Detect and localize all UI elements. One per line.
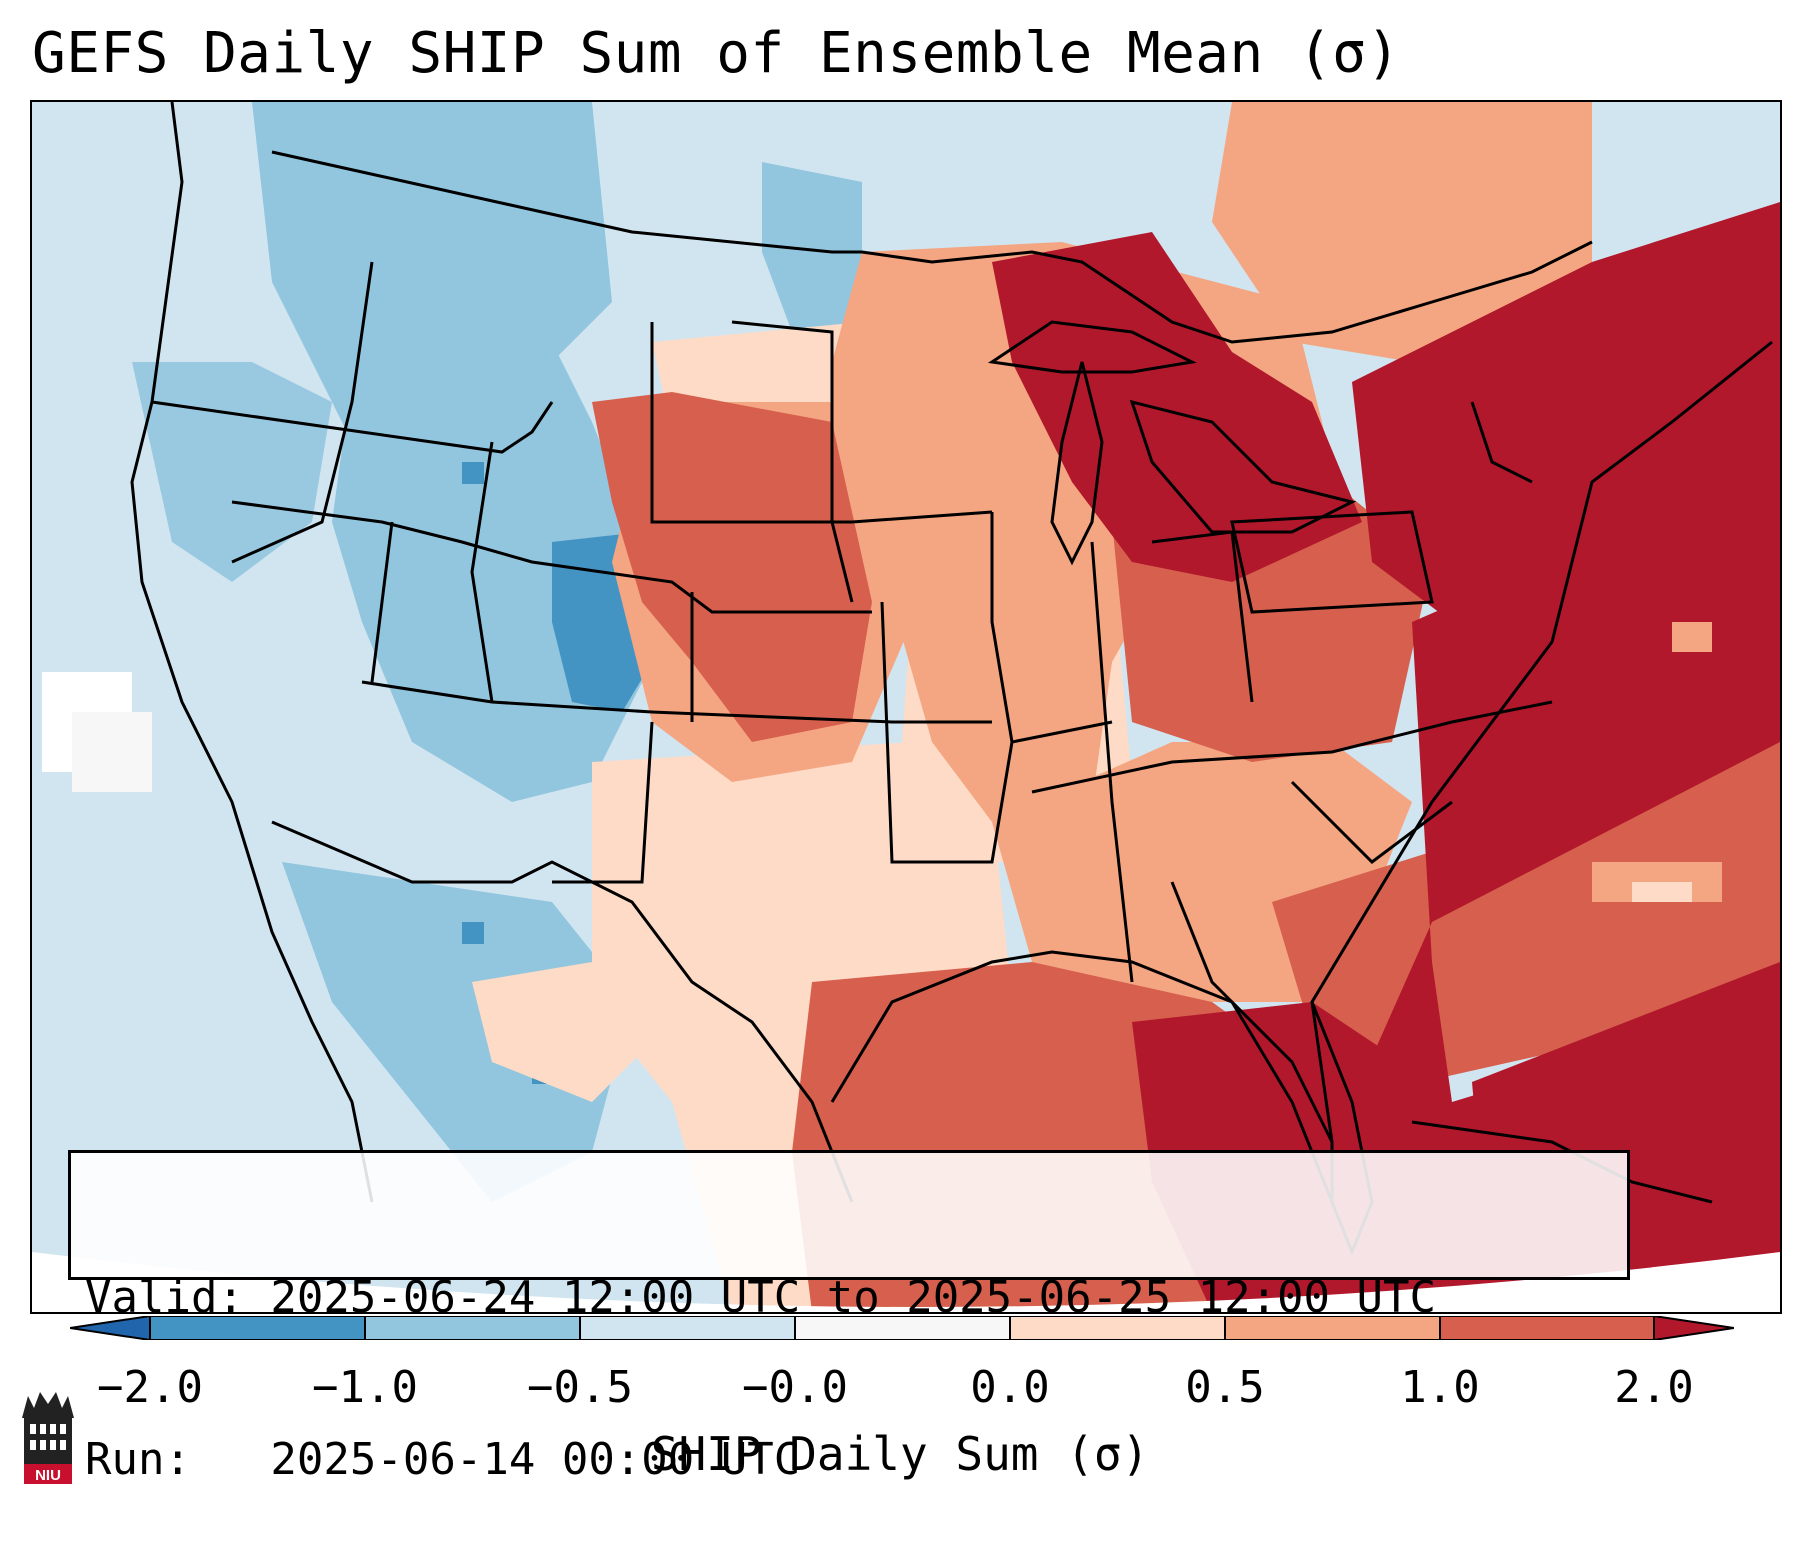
pacific-region [32, 102, 332, 1312]
svg-text:NIU: NIU [35, 1467, 61, 1484]
state-line-13 [1090, 541, 1134, 983]
great-lake-huron-erie [1129, 399, 1357, 534]
page-title: GEFS Daily SHIP Sum of Ensemble Mean (σ) [32, 21, 1401, 86]
coastline-west [130, 102, 374, 1203]
light-patch-atlantic-3 [1672, 622, 1712, 652]
colorbar-extend-high [1654, 1316, 1734, 1340]
state-line-11 [880, 601, 1113, 864]
us-canada-border [271, 150, 1593, 344]
north-dakota-blue [762, 162, 862, 332]
niu-logo-icon: NIU [22, 1392, 74, 1484]
state-line-7 [231, 261, 374, 564]
state-line-2 [231, 500, 872, 614]
colorbar-segment-1 [150, 1316, 365, 1340]
white-blob-pacific-2 [72, 712, 152, 792]
colorbar-extend-low [70, 1316, 150, 1340]
colorbar-tick-label: 0.0 [970, 1362, 1050, 1413]
colorbar-tick-label: 2.0 [1614, 1362, 1694, 1413]
great-lake-superior [987, 320, 1197, 374]
projection-boundary [32, 1252, 1780, 1312]
great-lakes-strong-warm [992, 232, 1362, 582]
map-panel [30, 100, 1782, 1314]
run-time-text: Run: 2025-06-14 00:00 UTC [85, 1434, 801, 1485]
state-line-9 [470, 441, 494, 703]
colorbar-segment-7 [1440, 1316, 1654, 1340]
colorbar-segment-5 [1010, 1316, 1225, 1340]
state-line-6 [650, 322, 993, 524]
colorbar-segment-6 [1225, 1316, 1440, 1340]
colorbar-tick-label: 1.0 [1400, 1362, 1480, 1413]
colorbar-segment-3 [580, 1316, 795, 1340]
colorbar-tick-label: −0.0 [742, 1362, 848, 1413]
colorbar-tick-label: −1.0 [312, 1362, 418, 1413]
light-patch-atlantic-2 [1632, 882, 1692, 902]
valid-run-info-box: Valid: 2025-06-24 12:00 UTC to 2025-06-2… [68, 1150, 1630, 1485]
state-line-14 [1031, 700, 1553, 794]
great-lake-michigan [1050, 361, 1104, 566]
state-line-8 [370, 521, 394, 683]
map-canvas [32, 102, 1780, 1312]
dark-blue-cell-3 [462, 922, 484, 944]
state-line-5 [731, 320, 854, 603]
plains-warm [592, 392, 872, 742]
state-line-1 [151, 400, 554, 454]
colorbar-tick-label: 0.5 [1185, 1362, 1265, 1413]
borders [130, 102, 1773, 1257]
colorbar-segment-2 [365, 1316, 580, 1340]
colorbar-tick-label: −0.5 [527, 1362, 633, 1413]
state-line-17 [1290, 780, 1453, 864]
southwest-blue-area [282, 862, 632, 1202]
colorbar-ticks [149, 1316, 1655, 1340]
colorbar-segment-4 [795, 1316, 1010, 1340]
ne-medium-warm [1212, 102, 1592, 362]
texas-west-light-warm [472, 962, 652, 1102]
state-line-15 [1230, 510, 1434, 614]
state-line-3 [361, 680, 992, 724]
gulf-coast [830, 950, 1334, 1202]
state-line-18 [1170, 881, 1234, 1004]
colorbar [70, 1316, 1734, 1340]
colorbar-label: SHIP Daily Sum (σ) [650, 1427, 1150, 1481]
state-line-19 [1470, 401, 1533, 484]
dark-blue-cell-4 [462, 462, 484, 484]
colorbar-tick-label: −2.0 [97, 1362, 203, 1413]
state-line-4 [552, 721, 654, 884]
nw-blue-area [132, 362, 332, 582]
us-mexico-border [271, 820, 854, 1203]
atlantic-coast [1310, 340, 1773, 1143]
valid-time-text: Valid: 2025-06-24 12:00 UTC to 2025-06-2… [85, 1272, 1437, 1323]
state-line-12 [990, 512, 1014, 743]
